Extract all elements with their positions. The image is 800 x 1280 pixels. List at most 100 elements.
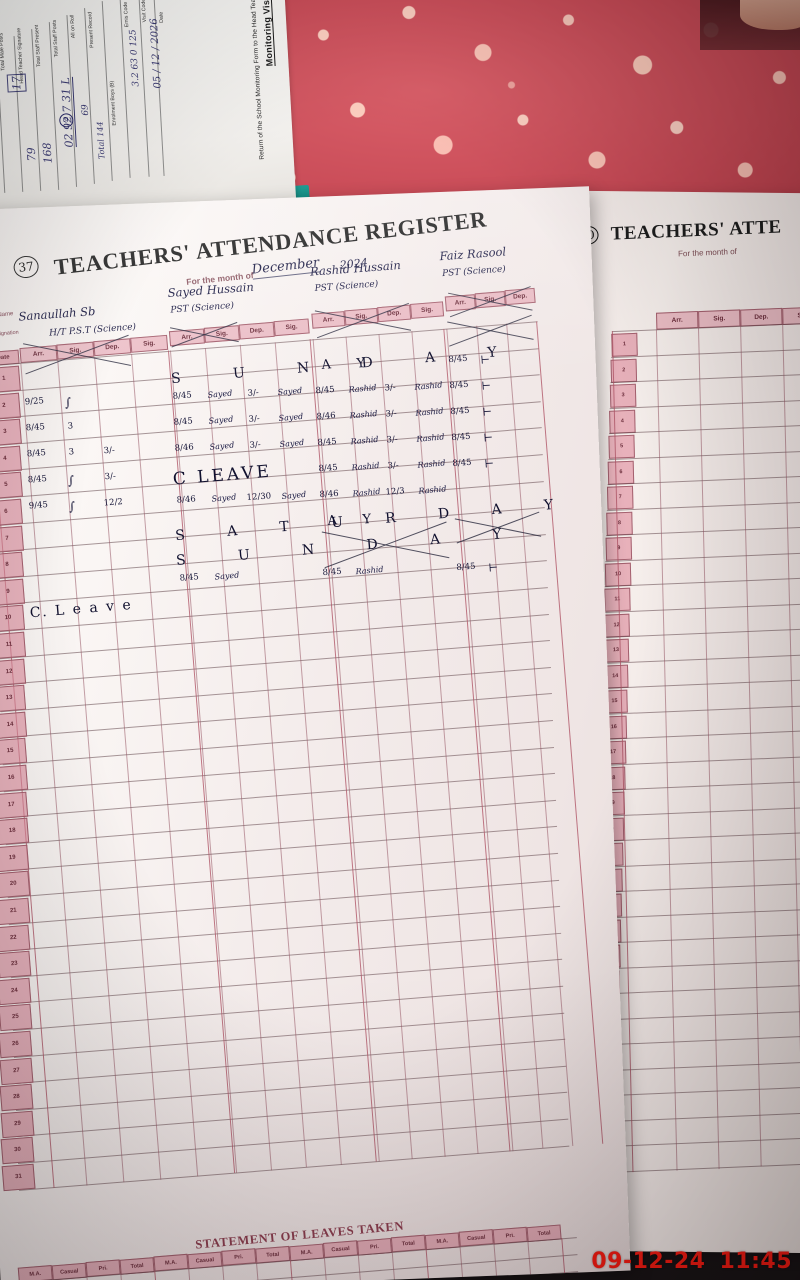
- entry-cell: Rashid: [352, 486, 381, 499]
- date-cell: 15: [0, 738, 28, 766]
- entry-cell: Rashid: [415, 406, 444, 418]
- grid-line-h: [15, 1065, 567, 1111]
- entry-cell: Sayed: [277, 385, 303, 397]
- date-cell: 11: [0, 631, 26, 659]
- date-cell: 18: [0, 817, 29, 845]
- date-cell: 12: [0, 658, 27, 686]
- entry-cell: 3/-: [104, 471, 117, 483]
- entry-cell: Sayed: [209, 440, 235, 452]
- leaves-header-cell: M.A.: [17, 1265, 53, 1280]
- designation-label-1: Designation: [0, 329, 19, 339]
- right-grid-line-h: [591, 1032, 800, 1046]
- leaves-grid-line-v: [357, 1254, 365, 1280]
- entry-cell: Sayed: [211, 492, 237, 504]
- date-cell: 28: [0, 1083, 34, 1111]
- date-cell: 31: [1, 1163, 35, 1191]
- grid-line-h: [17, 1118, 569, 1164]
- right-colhdr-sig-2: Sig.: [782, 306, 800, 326]
- entry-cell: A: [321, 356, 339, 373]
- entry-cell: Sayed: [278, 411, 304, 423]
- entry-cell: 3/-: [103, 445, 116, 457]
- right-grid-line-h: [593, 981, 800, 995]
- monitoring-field-value-staff-present: 79: [24, 146, 39, 162]
- name-label-1: Name: [0, 311, 14, 319]
- right-date-cell: 5: [608, 434, 635, 459]
- grid-line-h: [16, 1092, 568, 1138]
- entry-cell: Rashid: [414, 379, 443, 392]
- date-cell: 6: [0, 498, 24, 526]
- date-cell: 17: [0, 791, 29, 819]
- colhdr-t2-dep: Dep.: [238, 321, 275, 340]
- entry-cell: C LEAVE: [172, 461, 273, 490]
- colhdr-t1-sig2: Sig.: [130, 334, 169, 353]
- date-cell: 26: [0, 1030, 33, 1058]
- grid-line-h: [14, 1038, 566, 1084]
- entry-cell: 9/45: [28, 500, 49, 512]
- right-grid-line-h: [607, 471, 800, 485]
- entry-cell: Rashid: [418, 484, 447, 496]
- entry-cell: ⊢: [480, 352, 491, 367]
- entry-cell: 12/2: [103, 497, 124, 509]
- strikeout-x: [445, 305, 536, 356]
- entry-cell: Sayed: [207, 388, 233, 400]
- right-grid-line-h: [608, 446, 800, 460]
- date-cell: 2: [0, 392, 22, 420]
- strikeout-x: [452, 497, 544, 558]
- right-grid-line-h: [604, 573, 800, 587]
- entry-cell: 12/30: [246, 491, 272, 504]
- grid-line-v: [446, 328, 514, 1151]
- date-cell: 30: [0, 1137, 35, 1165]
- entry-cell: 8/45: [172, 390, 193, 402]
- monitoring-field-value-date: 05 / 12 / 2026: [148, 17, 164, 89]
- teacher-3-designation: PST (Science): [314, 279, 379, 295]
- date-cell: 7: [0, 525, 24, 553]
- date-cell: 3: [0, 418, 22, 446]
- date-cell: 5: [0, 472, 23, 500]
- right-grid-line-h: [597, 828, 800, 842]
- leaves-grid-line-v: [154, 1270, 162, 1280]
- monitoring-visit-proof-form: Monitoring Visit Proof Return of the Sch…: [0, 0, 297, 230]
- hand-edge: [740, 0, 800, 30]
- grid-line-h: [5, 799, 557, 845]
- entry-cell: Sayed: [214, 570, 240, 582]
- entry-cell: 8/45: [450, 405, 470, 417]
- entry-cell: 3: [67, 420, 74, 432]
- right-grid-line-h: [603, 624, 800, 638]
- date-cell: 19: [0, 844, 30, 872]
- monitoring-field-label-emis: Emis Code: [122, 1, 131, 28]
- monitoring-field-label-present: Present Record: [87, 11, 96, 48]
- strikeout-x: [169, 324, 240, 343]
- teacher-4-name: Faiz Rasool: [439, 244, 507, 264]
- entry-cell: 3: [68, 446, 75, 458]
- entry-cell: Sayed: [208, 414, 234, 426]
- leaves-grid-line-v: [561, 1238, 569, 1280]
- grid-line-h: [12, 985, 564, 1031]
- entry-cell: 8/45: [318, 462, 338, 475]
- monitoring-form-title: Monitoring Visit Proof: [259, 0, 275, 67]
- leaves-grid-line-v: [425, 1249, 433, 1280]
- right-page-title: TEACHERS' ATTE: [610, 216, 782, 245]
- date-cell: 29: [0, 1110, 35, 1138]
- right-grid-line-h: [601, 700, 800, 715]
- leaves-grid-line-v: [493, 1243, 500, 1280]
- monitoring-field-value-total-posts: 168: [40, 142, 55, 164]
- monitoring-field-value-visit-number: 17: [6, 73, 27, 93]
- monitoring-field-label-visit-code: Visit Code: [140, 0, 148, 23]
- grid-line-v: [378, 333, 446, 1156]
- right-page-month-label: For the month of: [677, 246, 737, 259]
- leaves-grid-line-v: [188, 1268, 195, 1280]
- strikeout-x: [314, 309, 413, 331]
- date-cell: 13: [0, 684, 27, 712]
- date-cell: 16: [0, 764, 28, 792]
- entry-cell: 8/46: [176, 494, 197, 506]
- grid-line-v: [411, 331, 479, 1154]
- right-date-cell: 7: [606, 485, 634, 510]
- date-cell: 14: [0, 711, 27, 739]
- entry-cell: ⊢: [488, 561, 499, 575]
- entry-cell: 8/45: [456, 561, 476, 574]
- leaves-grid-line-v: [391, 1251, 398, 1280]
- entry-cell: A: [327, 512, 345, 530]
- teacher-2-designation: PST (Science): [170, 300, 235, 316]
- colhdr-t3-sig2: Sig.: [410, 301, 445, 319]
- grid-line-h: [3, 746, 554, 792]
